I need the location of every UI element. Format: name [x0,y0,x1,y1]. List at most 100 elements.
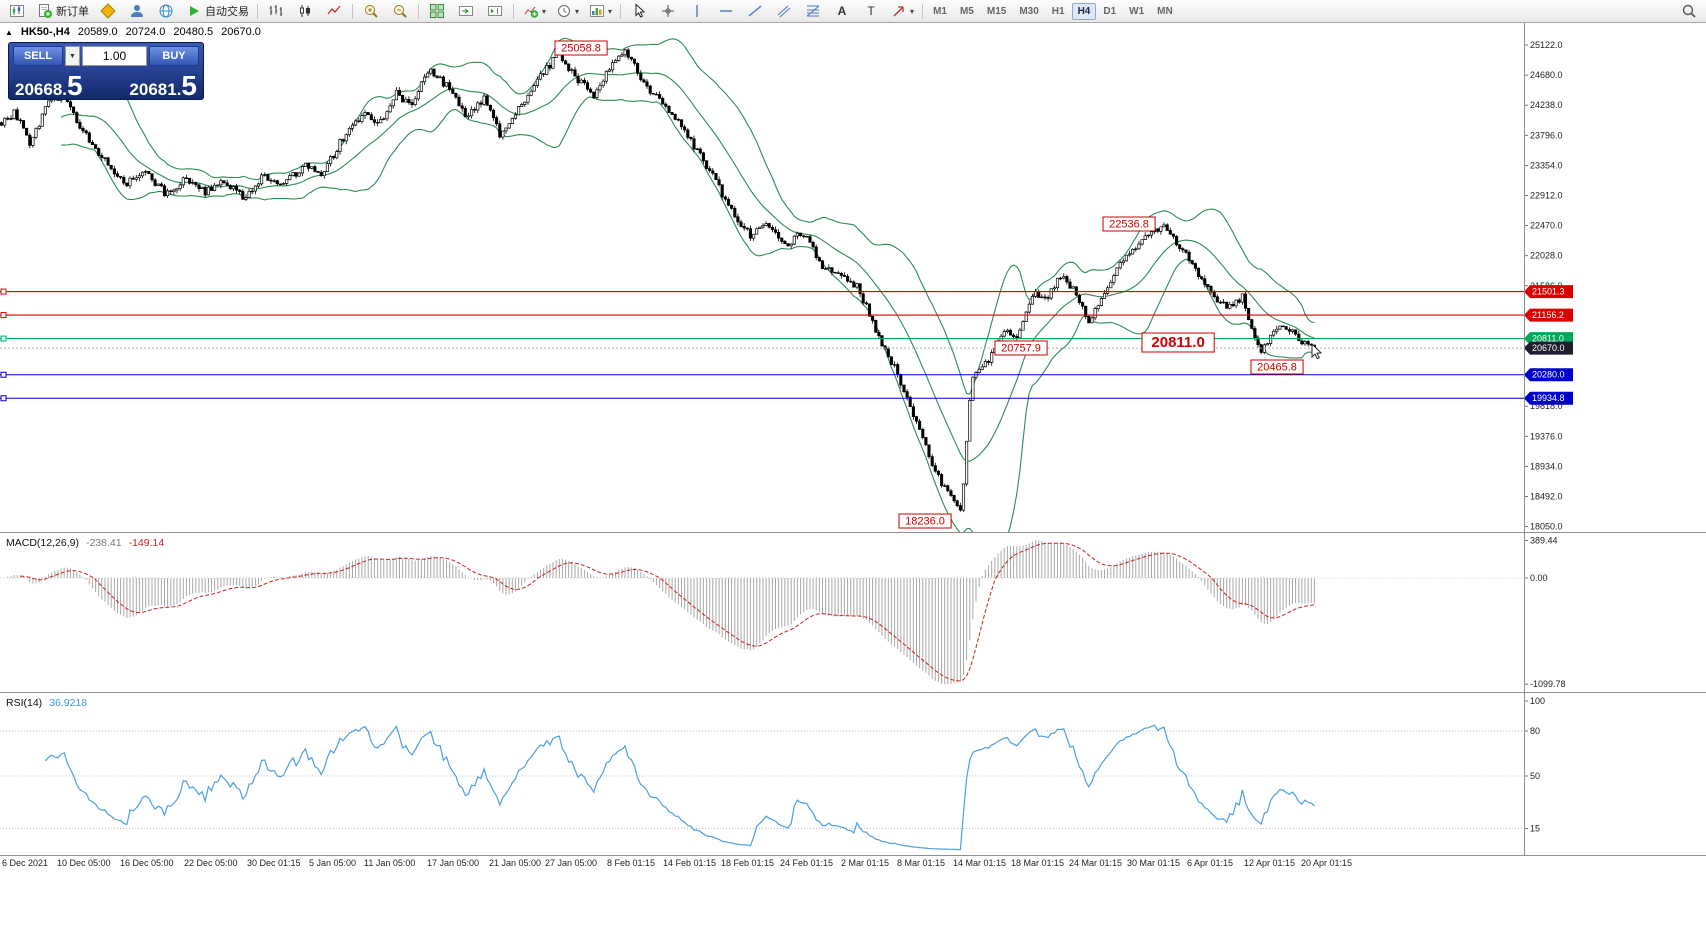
quote-open: 20589.0 [77,26,118,38]
fibonacci-tool-button[interactable] [799,0,827,22]
toolbar-separator [257,3,258,19]
time-axis-label: 16 Dec 05:00 [120,858,174,868]
volume-input[interactable] [82,46,147,66]
profile-button[interactable] [123,0,151,22]
autotrading-button[interactable]: 自动交易 [181,0,253,22]
fibo-icon [805,3,822,20]
svg-text:21501.3: 21501.3 [1532,287,1565,297]
buy-button[interactable]: BUY [149,46,199,66]
time-axis-label: 30 Mar 01:15 [1127,858,1180,868]
line-objects[interactable] [0,288,1524,402]
time-axis-label: 14 Feb 01:15 [663,858,716,868]
templates-button[interactable]: ▾ [584,0,616,22]
charts-toolbar-button[interactable] [3,0,31,22]
price-annotation[interactable]: 18236.0 [898,513,952,529]
svg-text:24680.0: 24680.0 [1530,70,1563,80]
timeframe-m1[interactable]: M1 [933,5,947,17]
trendline-tool-button[interactable] [741,0,769,22]
price-annotation[interactable]: 20757.9 [994,340,1048,356]
timeframe-d1[interactable]: D1 [1103,5,1117,17]
vertical-line-tool-button[interactable] [683,0,711,22]
candles-icon [297,3,314,20]
svg-text:19376.0: 19376.0 [1530,431,1563,441]
play-icon [185,3,202,20]
indicators-button[interactable]: ▾ [518,0,550,22]
search-button[interactable] [1675,0,1703,22]
linechart-icon [326,3,343,20]
time-axis-label: 18 Mar 01:15 [1011,858,1064,868]
arrows-tool-button[interactable]: ▾ [886,0,918,22]
text-tool-button[interactable]: A [828,0,856,22]
sell-button[interactable]: SELL [13,46,63,66]
rsi-scale[interactable]: 100 80 50 15 [1524,696,1545,834]
timeframe-m15[interactable]: M15 [986,5,1007,17]
cursor-tool-button[interactable] [625,0,653,22]
channel-tool-button[interactable] [770,0,798,22]
toolbar: 新订单 自动交易 ▾ ▾ ▾ A T ▾ M1 M5 M15 M30 H1 H4 D1 W1 MN [0,0,1706,23]
chart-symbol-period: HK50-,H4 [20,26,70,38]
collapse-quote-icon[interactable]: ▲ [5,27,13,37]
channel-icon [776,3,793,20]
time-axis-label: 27 Jan 05:00 [545,858,597,868]
svg-text:19818.0: 19818.0 [1530,401,1563,411]
price-annotations[interactable]: 25058.8 22536.8 20757.9 20811.0 20465.8 18236… [554,40,1304,529]
globe-icon [158,3,175,20]
bar-chart-button[interactable] [262,0,290,22]
time-axis-label: 24 Mar 01:15 [1069,858,1122,868]
candles-window-icon [9,3,26,20]
market-watch-button[interactable] [94,0,122,22]
community-button[interactable] [152,0,180,22]
mouse-cursor [1311,342,1323,360]
svg-text:25122.0: 25122.0 [1530,40,1563,50]
svg-text:22470.0: 22470.0 [1530,221,1563,231]
macd-scale[interactable]: 389.44 0.00 -1099.78 [1524,535,1566,689]
indicator-icon [522,3,539,20]
quote-close: 20670.0 [221,26,261,38]
tile-windows-button[interactable] [423,0,451,22]
price-annotation[interactable]: 20811.0 [1141,332,1215,353]
candles [0,48,1316,513]
svg-text:80: 80 [1530,726,1540,736]
timeframe-m5[interactable]: M5 [959,5,974,17]
svg-text:100: 100 [1530,696,1545,706]
price-scale-tag: 20670.0 [1524,341,1573,355]
periods-button[interactable]: ▾ [551,0,583,22]
horizontal-line-tool-button[interactable] [712,0,740,22]
line-chart-button[interactable] [320,0,348,22]
price-annotation[interactable]: 22536.8 [1102,216,1156,232]
svg-text:389.44: 389.44 [1530,535,1558,545]
time-axis-label: 22 Dec 05:00 [184,858,238,868]
label-tool-button[interactable]: T [857,0,885,22]
auto-scroll-button[interactable] [452,0,480,22]
rsi-line [44,724,1315,851]
macd-signal-line [20,542,1315,682]
price-scale-tag: 21501.3 [1524,285,1573,299]
svg-text:50: 50 [1530,771,1540,781]
one-click-trading-panel: SELL ▼ BUY 20668.5 20681.5 [8,42,204,100]
svg-text:18492.0: 18492.0 [1530,492,1563,502]
timeframe-m30[interactable]: M30 [1019,5,1039,17]
bollinger-bands [60,37,1315,532]
new-order-button[interactable]: 新订单 [32,0,93,22]
timeframe-mn[interactable]: MN [1157,5,1173,17]
chart-shift-button[interactable] [481,0,509,22]
zoom-out-button[interactable] [386,0,414,22]
candlestick-chart-button[interactable] [291,0,319,22]
price-annotation[interactable]: 20465.8 [1250,359,1304,375]
svg-text:A: A [838,4,847,18]
time-axis-label: 18 Feb 01:15 [721,858,774,868]
timeframe-w1[interactable]: W1 [1129,5,1145,17]
autotrading-button-label: 自动交易 [205,6,249,18]
svg-text:24238.0: 24238.0 [1530,100,1563,110]
search-icon [1681,3,1698,20]
time-axis[interactable]: 6 Dec 2021 10 Dec 05:00 16 Dec 05:00 22 Dec… [2,858,1352,868]
price-annotation[interactable]: 25058.8 [554,40,608,56]
toolbar-separator [513,3,514,19]
volume-dropdown-button[interactable]: ▼ [65,46,80,66]
toolbar-separator [352,3,353,19]
timeframe-h1[interactable]: H1 [1051,5,1065,17]
timeframe-h4[interactable]: H4 [1071,2,1097,20]
crosshair-tool-button[interactable] [654,0,682,22]
zoom-in-button[interactable] [357,0,385,22]
